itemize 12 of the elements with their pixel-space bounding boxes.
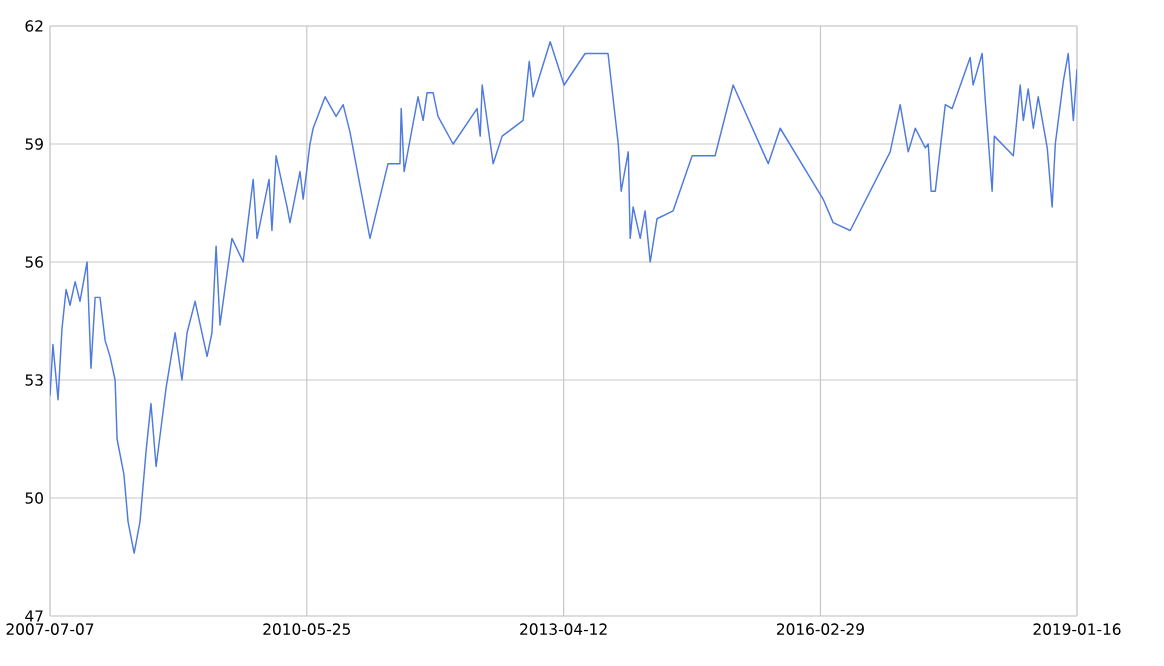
y-tick-label: 50 bbox=[25, 492, 43, 504]
y-tick-label: 62 bbox=[25, 20, 43, 32]
y-tick-label: 47 bbox=[25, 610, 43, 622]
x-tick-label: 2016-02-29 bbox=[777, 623, 864, 635]
line-series bbox=[50, 40, 1077, 554]
x-tick-label: 2010-05-25 bbox=[263, 623, 350, 635]
x-tick-label: 2007-07-07 bbox=[6, 623, 94, 635]
x-tick-label: 2019-01-16 bbox=[1033, 623, 1121, 635]
y-tick-label: 56 bbox=[25, 256, 43, 268]
y-tick-label: 59 bbox=[25, 138, 43, 150]
y-tick-label: 53 bbox=[25, 374, 43, 386]
x-tick-label: 2013-04-12 bbox=[520, 623, 607, 635]
